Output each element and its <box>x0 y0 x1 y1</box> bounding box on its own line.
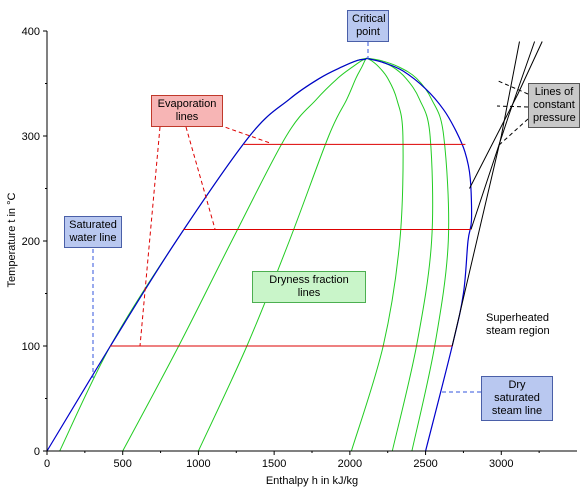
x-tick-label-1000: 1000 <box>186 458 210 470</box>
constant-pressure-line-3 <box>469 41 543 189</box>
lines-of-constant-pressure-label: Lines of constant pressure <box>528 83 580 128</box>
pressure-leader-1 <box>495 79 529 95</box>
dryness-fraction-lines-label: Dryness fraction lines <box>252 271 366 303</box>
x-tick-label-2500: 2500 <box>413 458 437 470</box>
x-tick-label-0: 0 <box>44 458 50 470</box>
y-axis-title: Temperature t in °C <box>6 193 18 288</box>
x-tick-label-500: 500 <box>114 458 132 470</box>
superheated-steam-region-label: Superheated steam region <box>486 312 550 337</box>
evaporation-leader-1 <box>218 124 271 144</box>
dry-saturated-steam-line <box>366 57 473 452</box>
evaporation-leader-2 <box>185 126 216 230</box>
y-tick-label-200: 200 <box>22 236 40 248</box>
x-tick-label-2000: 2000 <box>338 458 362 470</box>
dryness-fraction-line-6 <box>366 57 450 452</box>
critical-point-label: Critical point <box>347 10 389 42</box>
y-tick-label-100: 100 <box>22 341 40 353</box>
axes-layer: 0 500 1000 1500 2000 2500 3000 0 100 200 300 400 <box>22 26 577 470</box>
x-tick-label-1500: 1500 <box>262 458 286 470</box>
constant-pressure-line-2 <box>470 41 536 230</box>
plot-layer <box>46 41 543 452</box>
y-tick-label-300: 300 <box>22 131 40 143</box>
x-axis-title: Enthalpy h in kJ/kg <box>266 475 358 487</box>
dry-saturated-steam-line-label: Dry saturated steam line <box>481 376 553 421</box>
saturated-water-line <box>46 57 367 452</box>
dryness-fraction-line-2 <box>122 57 367 452</box>
dryness-fraction-line-5 <box>366 57 434 452</box>
evaporation-lines-label: Evaporation lines <box>151 95 223 127</box>
y-tick-label-0: 0 <box>34 446 40 458</box>
saturated-water-line-label: Saturated water line <box>64 216 122 248</box>
dryness-fraction-line-3 <box>197 58 367 452</box>
x-tick-label-3000: 3000 <box>489 458 513 470</box>
constant-pressure-line-1 <box>451 41 520 347</box>
evaporation-leader-3 <box>139 126 161 347</box>
pressure-leader-2 <box>496 105 529 108</box>
dryness-fraction-line-4 <box>350 57 404 452</box>
y-tick-label-400: 400 <box>22 26 40 38</box>
leader-lines <box>92 42 529 393</box>
